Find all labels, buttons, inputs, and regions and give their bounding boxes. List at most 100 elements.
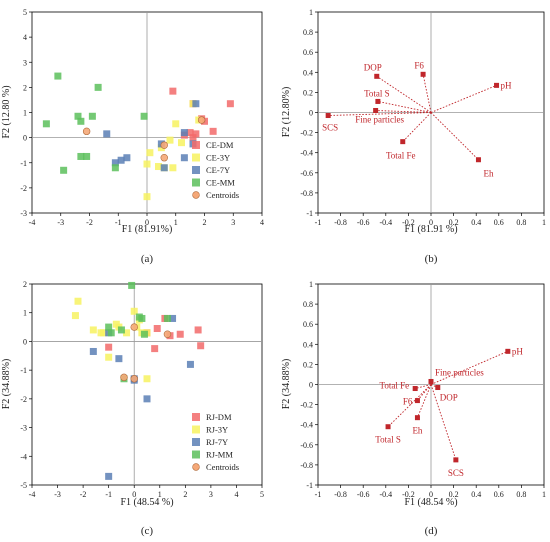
y-tick-label: 1 xyxy=(23,309,27,318)
x-tick-label: -4 xyxy=(29,218,36,227)
x-tick-label: 0 xyxy=(132,490,136,499)
data-point xyxy=(189,134,197,142)
y-axis-label: F2 (34.88%) xyxy=(1,359,12,410)
data-point xyxy=(155,163,162,171)
data-point xyxy=(112,320,120,328)
x-tick-label: -0.6 xyxy=(357,490,370,499)
vector-endpoint xyxy=(428,378,434,384)
data-point xyxy=(71,312,79,320)
data-point xyxy=(226,100,234,108)
x-axis-label: F1 (81.91%) xyxy=(122,224,173,235)
y-tick-label: -1 xyxy=(20,159,27,168)
vector-line xyxy=(430,84,497,113)
vector-endpoint xyxy=(494,82,500,88)
data-point xyxy=(169,87,177,95)
data-point xyxy=(115,355,123,363)
vector-line xyxy=(430,384,457,461)
legend-swatch-mm xyxy=(192,450,200,459)
x-tick-label: 1 xyxy=(158,490,162,499)
y-tick-label: 0 xyxy=(309,381,313,390)
legend-swatch-7y xyxy=(192,166,200,174)
vector-line xyxy=(430,384,438,388)
data-point xyxy=(130,307,138,315)
x-axis-label: F1 (48.54 %) xyxy=(404,497,457,508)
vector-line xyxy=(328,112,432,116)
legend-label: CE-7Y xyxy=(206,165,230,175)
data-point xyxy=(146,149,154,157)
data-point xyxy=(105,323,113,331)
legend-label: RJ-DM xyxy=(206,412,232,422)
y-tick-label: -0.4 xyxy=(300,149,313,158)
x-tick-label: -1 xyxy=(115,218,122,227)
y-axis-label: F2 (12.80 %) xyxy=(1,85,12,138)
x-tick-label: 1 xyxy=(542,218,546,227)
centroid-point xyxy=(197,116,206,124)
y-axis-label: F2 (12.80%) xyxy=(281,87,292,138)
panel-label: (d) xyxy=(425,525,438,537)
x-tick-label: 0.6 xyxy=(494,490,504,499)
vector-line xyxy=(422,74,432,113)
centroid-point xyxy=(130,323,138,331)
x-tick-label: -0.4 xyxy=(379,218,392,227)
vector-endpoint xyxy=(420,71,426,77)
data-point xyxy=(192,130,200,138)
vector-line xyxy=(377,101,432,113)
series-ce-7y xyxy=(103,100,200,172)
y-tick-label: -0.6 xyxy=(300,441,313,450)
x-tick-label: -2 xyxy=(80,490,87,499)
vector-endpoint xyxy=(475,157,481,163)
y-tick-label: 0 xyxy=(23,134,27,143)
data-point xyxy=(138,314,146,322)
y-tick-label: -1 xyxy=(306,209,313,218)
vector-label: Eh xyxy=(412,426,422,436)
y-tick-label: 2 xyxy=(23,280,27,289)
vector-total-s xyxy=(385,384,432,430)
vector-label: pH xyxy=(512,346,523,356)
vector-endpoint xyxy=(373,107,379,113)
data-point xyxy=(103,130,111,138)
y-tick-label: -3 xyxy=(20,209,27,218)
x-tick-label: -3 xyxy=(54,490,61,499)
panel-d: -1 -0.8 -0.6 -0.4 -0.2 0 0.2 0.4 0.6 0.8 1 -1 -0.8 -0… xyxy=(281,280,546,537)
x-tick-label: 0.6 xyxy=(494,218,504,227)
legend-swatch-centroids xyxy=(192,463,200,471)
x-axis-label: F1 (48.54 %) xyxy=(120,497,173,508)
data-point xyxy=(94,83,102,91)
series-rj-3y xyxy=(71,297,151,383)
data-point xyxy=(209,127,217,135)
x-axis-label: F1 (81.91 %) xyxy=(404,224,457,235)
y-tick-label: 0.8 xyxy=(303,300,313,309)
series-centroids xyxy=(82,116,206,162)
y-tick-label: -0.8 xyxy=(300,461,313,470)
x-tick-label: 4 xyxy=(260,218,264,227)
x-tick-label: 3 xyxy=(231,218,235,227)
data-point xyxy=(143,160,151,168)
data-point xyxy=(60,166,68,174)
vector-label: Fine particles xyxy=(355,114,404,124)
y-tick-label: 0.6 xyxy=(303,320,313,329)
x-tick-label: 3 xyxy=(209,490,213,499)
y-tick-label: -0.2 xyxy=(300,129,313,138)
data-point xyxy=(105,472,113,480)
vector-label: SCS xyxy=(322,123,338,133)
legend-label: CE-DM xyxy=(206,140,234,150)
legend: RJ-DM RJ-3Y RJ-7Y RJ-MM Centroids xyxy=(192,412,239,472)
vector-dop xyxy=(374,73,432,113)
vector-endpoint xyxy=(414,398,420,404)
y-tick-label: -5 xyxy=(20,481,27,490)
x-tick-label: 0.8 xyxy=(516,218,526,227)
vector-line xyxy=(417,384,432,418)
x-tick-label: 4 xyxy=(234,490,238,499)
data-point xyxy=(194,326,202,334)
data-point xyxy=(105,353,113,361)
centroid-point xyxy=(163,330,172,338)
x-tick-label: 0 xyxy=(429,218,433,227)
y-tick-label: 0 xyxy=(309,109,313,118)
vector-eh xyxy=(430,112,481,163)
vector-total-s xyxy=(375,98,432,113)
legend-label: CE-MM xyxy=(206,178,235,188)
series-ce-dm xyxy=(169,87,234,142)
y-tick-label: -0.2 xyxy=(300,401,313,410)
data-point xyxy=(180,154,188,162)
vector-label: Total S xyxy=(364,88,390,98)
